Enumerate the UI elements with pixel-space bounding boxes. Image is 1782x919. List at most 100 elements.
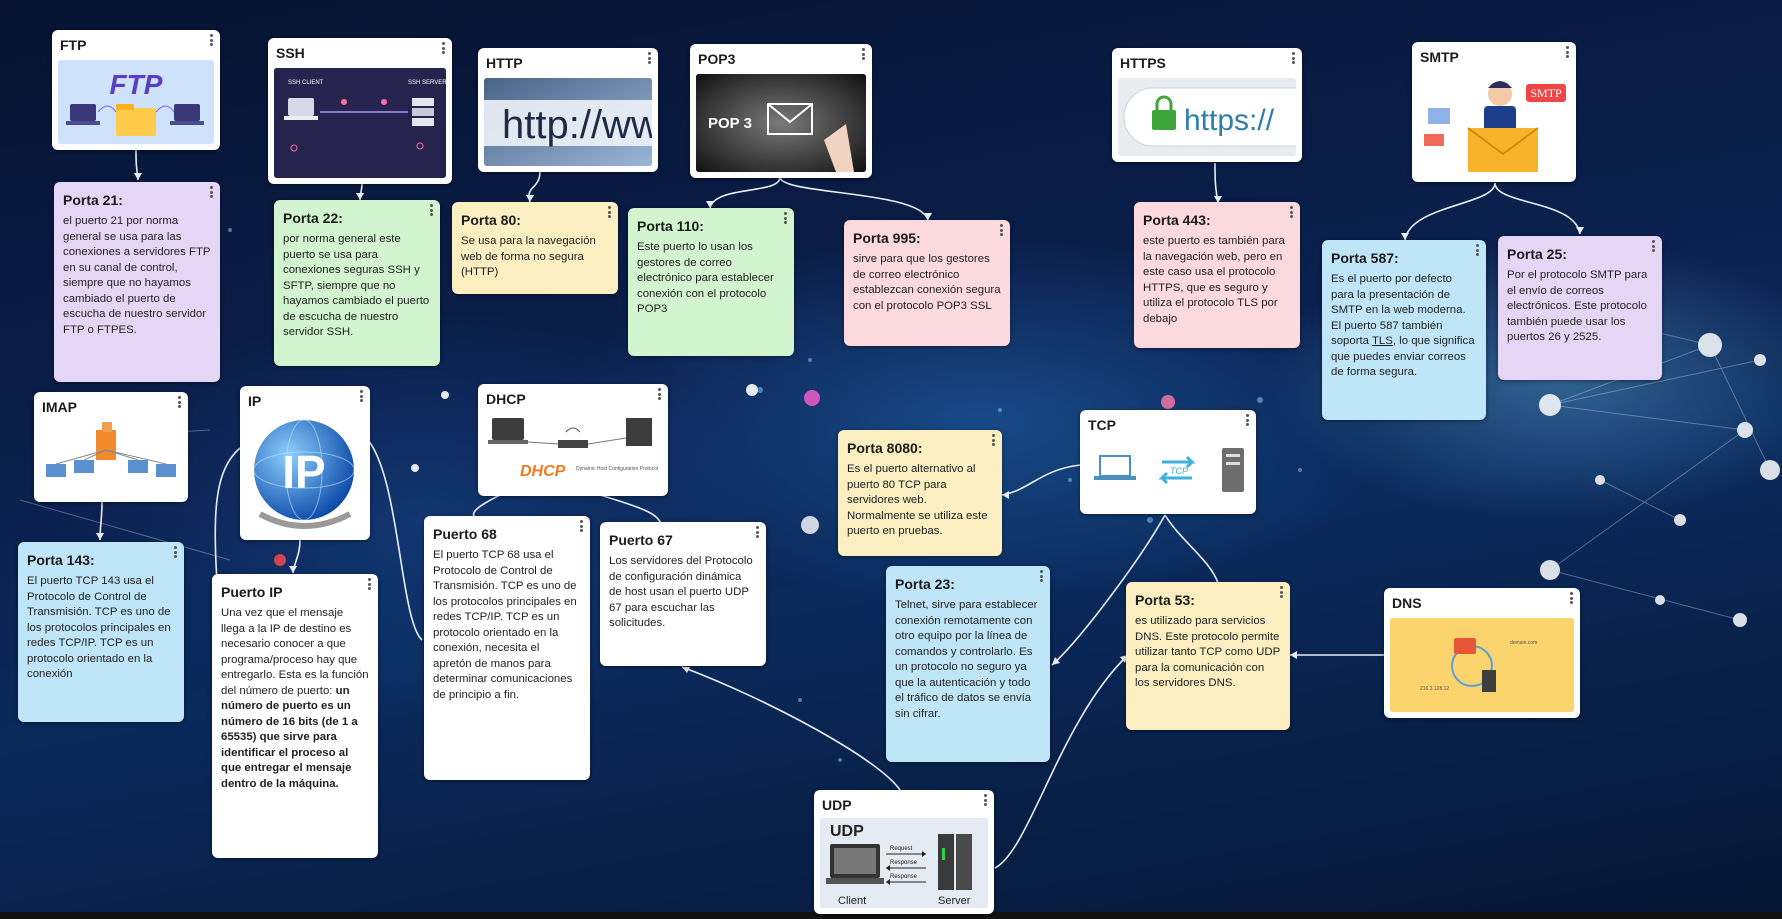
more-options-icon[interactable]: [1652, 240, 1656, 254]
note-title: Porta 53:: [1135, 592, 1195, 608]
note-body: es utilizado para servicios DNS. Este pr…: [1135, 615, 1280, 689]
note-body: este puerto es también para la navegació…: [1143, 235, 1285, 325]
note-porta-80[interactable]: Porta 80: Se usa para la navegación web …: [452, 202, 618, 294]
node-title: FTP: [60, 37, 87, 53]
note-title: Porta 80:: [461, 212, 521, 228]
svg-text:SMTP: SMTP: [1530, 86, 1562, 100]
node-ip[interactable]: IP IP: [240, 386, 370, 540]
https-illustration: https://: [1118, 78, 1296, 156]
ip-logo-text: IP: [282, 446, 325, 498]
note-title: Puerto 67: [609, 532, 673, 548]
note-porta-21[interactable]: Porta 21: el puerto 21 por norma general…: [54, 182, 220, 382]
note-porta-443[interactable]: Porta 443: este puerto es también para l…: [1134, 202, 1300, 348]
note-body: El puerto TCP 143 usa el Protocolo de Co…: [27, 575, 171, 680]
svg-text:Server: Server: [938, 895, 971, 907]
note-body: Es el puerto por defecto para la present…: [1331, 273, 1475, 378]
tls-link[interactable]: TLS: [1371, 335, 1393, 347]
note-puerto-67[interactable]: Puerto 67 Los servidores del Protocolo d…: [600, 522, 766, 666]
svg-text:Response: Response: [890, 860, 918, 866]
note-body: por norma general este puerto se usa par…: [283, 233, 430, 338]
note-porta-22[interactable]: Porta 22: por norma general este puerto …: [274, 200, 440, 366]
note-porta-143[interactable]: Porta 143: El puerto TCP 143 usa el Prot…: [18, 542, 184, 722]
note-body: El puerto TCP 68 usa el Protocolo de Con…: [433, 549, 577, 701]
more-options-icon[interactable]: [784, 212, 788, 226]
note-body: Una vez que el mensaje llega a la IP de …: [221, 607, 369, 790]
more-options-icon[interactable]: [1040, 570, 1044, 584]
more-options-icon[interactable]: [1246, 414, 1250, 428]
note-porta-23[interactable]: Porta 23: Telnet, sirve para establecer …: [886, 566, 1050, 762]
note-porta-25[interactable]: Porta 25: Por el protocolo SMTP para el …: [1498, 236, 1662, 380]
note-puerto-ip[interactable]: Puerto IP Una vez que el mensaje llega a…: [212, 574, 378, 858]
dns-illustration: domain.com 216.3.128.12: [1390, 618, 1574, 712]
node-title: HTTPS: [1120, 55, 1166, 71]
smtp-illustration: SMTP: [1418, 72, 1570, 176]
svg-text:domain.com: domain.com: [1510, 640, 1537, 646]
node-title: UDP: [822, 797, 852, 813]
note-porta-8080[interactable]: Porta 8080: Es el puerto alternativo al …: [838, 430, 1002, 556]
more-options-icon[interactable]: [648, 52, 652, 66]
more-options-icon[interactable]: [178, 396, 182, 410]
more-options-icon[interactable]: [1280, 586, 1284, 600]
more-options-icon[interactable]: [430, 204, 434, 218]
note-porta-587[interactable]: Porta 587: Es el puerto por defecto para…: [1322, 240, 1486, 420]
more-options-icon[interactable]: [210, 34, 214, 48]
more-options-icon[interactable]: [984, 794, 988, 808]
node-ssh[interactable]: SSH SSH CLIENT SSH SERVER: [268, 38, 452, 184]
http-url-text: http://ww: [502, 103, 652, 147]
more-options-icon[interactable]: [1570, 592, 1574, 606]
http-illustration: http://ww: [484, 78, 652, 166]
https-url-text: https://: [1184, 104, 1275, 137]
svg-text:TCP: TCP: [1170, 466, 1188, 476]
note-body: sirve para que los gestores de correo el…: [853, 253, 1001, 312]
note-body: el puerto 21 por norma general se usa pa…: [63, 215, 211, 336]
svg-text:SSH SERVER: SSH SERVER: [408, 80, 446, 86]
more-options-icon[interactable]: [210, 186, 214, 200]
note-title: Porta 995:: [853, 230, 921, 246]
node-imap[interactable]: IMAP: [34, 392, 188, 502]
note-title: Porta 22:: [283, 210, 343, 226]
svg-text:Dynamic Host Configuration Pro: Dynamic Host Configuration Protocol: [576, 466, 658, 472]
ip-globe-illustration: IP: [246, 414, 364, 534]
node-dhcp[interactable]: DHCP DHCP Dynamic Host Configuration Pro…: [478, 384, 668, 496]
svg-text:SSH CLIENT: SSH CLIENT: [288, 80, 324, 86]
note-title: Puerto IP: [221, 584, 283, 600]
more-options-icon[interactable]: [992, 434, 996, 448]
more-options-icon[interactable]: [442, 42, 446, 56]
tcp-illustration: TCP: [1086, 438, 1250, 508]
node-udp[interactable]: UDP UDP Request Response Response Client…: [814, 790, 994, 914]
pop3-illustration: POP 3: [696, 74, 866, 172]
node-tcp[interactable]: TCP TCP: [1080, 410, 1256, 514]
more-options-icon[interactable]: [1476, 244, 1480, 258]
svg-text:POP 3: POP 3: [708, 115, 752, 132]
node-http[interactable]: HTTP http://ww: [478, 48, 658, 172]
more-options-icon[interactable]: [580, 520, 584, 534]
note-porta-995[interactable]: Porta 995: sirve para que los gestores d…: [844, 220, 1010, 346]
node-title: TCP: [1088, 417, 1116, 433]
more-options-icon[interactable]: [174, 546, 178, 560]
more-options-icon[interactable]: [756, 526, 760, 540]
node-pop3[interactable]: POP3 POP 3: [690, 44, 872, 178]
note-puerto-68[interactable]: Puerto 68 El puerto TCP 68 usa el Protoc…: [424, 516, 590, 780]
node-title: SSH: [276, 45, 305, 61]
more-options-icon[interactable]: [1292, 52, 1296, 66]
node-ftp[interactable]: FTP FTP: [52, 30, 220, 150]
more-options-icon[interactable]: [658, 388, 662, 402]
more-options-icon[interactable]: [360, 390, 364, 404]
node-https[interactable]: HTTPS https://: [1112, 48, 1302, 162]
more-options-icon[interactable]: [368, 578, 372, 592]
node-smtp[interactable]: SMTP SMTP: [1412, 42, 1576, 182]
node-dns[interactable]: DNS domain.com 216.3.128.12: [1384, 588, 1580, 718]
note-title: Puerto 68: [433, 526, 497, 542]
more-options-icon[interactable]: [1566, 46, 1570, 60]
more-options-icon[interactable]: [862, 48, 866, 62]
ssh-illustration: SSH CLIENT SSH SERVER: [274, 68, 446, 178]
more-options-icon[interactable]: [1000, 224, 1004, 238]
note-title: Porta 8080:: [847, 440, 923, 456]
note-title: Porta 21:: [63, 192, 123, 208]
more-options-icon[interactable]: [608, 206, 612, 220]
dhcp-illustration: DHCP Dynamic Host Configuration Protocol: [484, 412, 662, 490]
note-porta-53[interactable]: Porta 53: es utilizado para servicios DN…: [1126, 582, 1290, 730]
note-porta-110[interactable]: Porta 110: Este puerto lo usan los gesto…: [628, 208, 794, 356]
more-options-icon[interactable]: [1290, 206, 1294, 220]
